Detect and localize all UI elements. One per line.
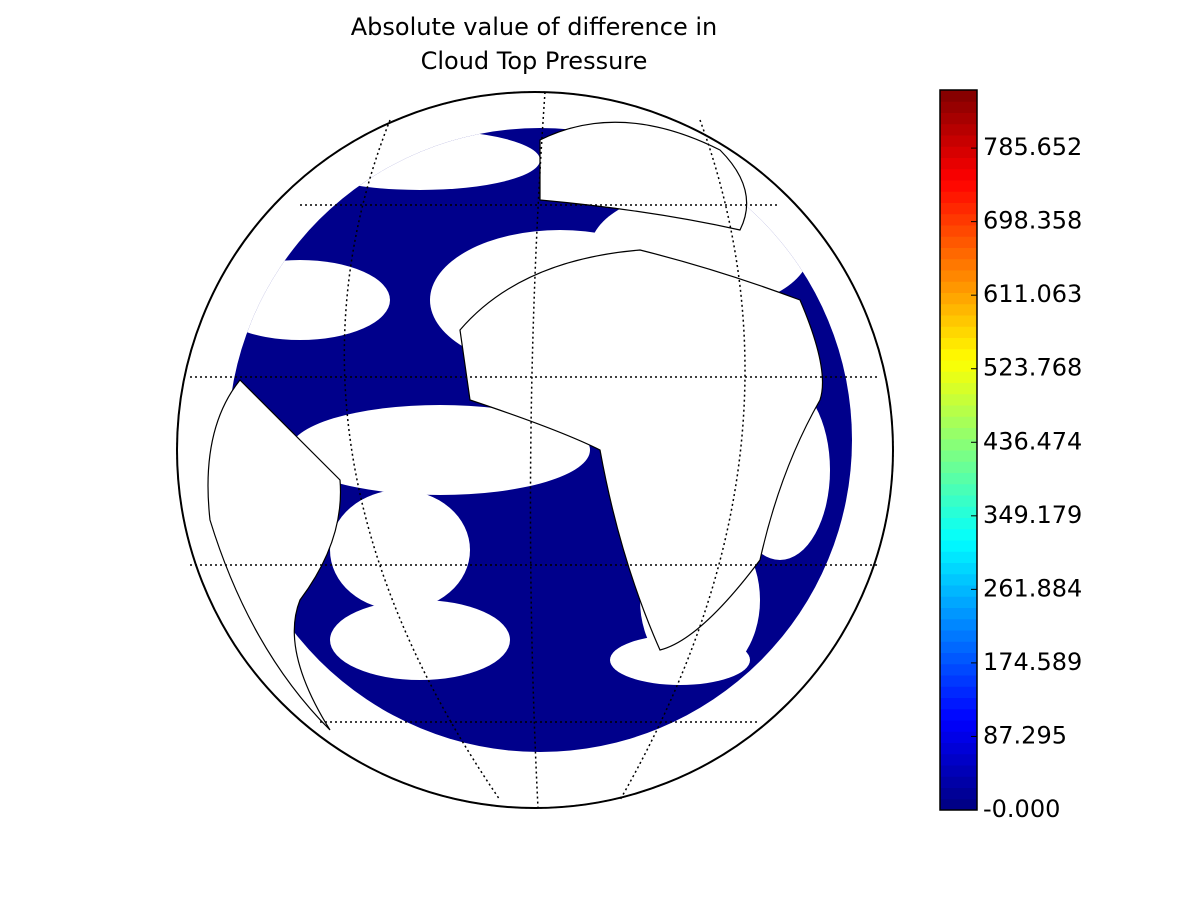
colorbar-band [940,641,977,653]
globe [176,91,894,809]
colorbar-band [940,630,977,642]
chart-title: Absolute value of difference in [351,13,717,41]
colorbar-tick-label: 698.358 [983,207,1082,235]
colorbar-band [940,168,977,181]
colorbar-band [940,202,977,215]
colorbar-band [940,292,977,305]
colorbar-tick-label: 785.652 [983,133,1082,161]
colorbar-band [940,472,977,485]
colorbar-band [940,405,977,417]
colorbar-band [940,123,977,136]
colorbar-band [940,135,977,147]
colorbar-band [940,675,977,687]
colorbar-band [940,495,977,507]
colorbar-band [940,461,977,473]
colorbar-band [940,708,977,721]
colorbar-band [940,506,977,518]
colorbar-tick-label: 611.063 [983,280,1082,308]
colorbar-band [940,697,977,710]
colorbar-tick-label: 436.474 [983,427,1082,455]
colorbar-band [940,573,977,586]
colorbar-band [940,90,977,102]
colorbar-band [940,427,977,440]
colorbar-band [940,618,977,631]
colorbar-band [940,765,977,777]
colorbar-band [940,753,977,766]
colorbar-tick-label: 87.295 [983,721,1067,749]
colorbar-band [940,517,977,530]
colorbar-band [940,371,977,383]
colorbar-tick-label: 174.589 [983,648,1082,676]
colorbar-band [940,776,977,788]
colorbar-band [940,382,977,395]
colorbar-band [940,540,977,552]
colorbar-band [940,686,977,698]
colorbar-band [940,303,977,316]
colorbar-band [940,360,977,372]
colorbar-band [940,146,977,158]
colorbar-band [940,551,977,563]
colorbar-band [940,562,977,575]
colorbar-band [940,213,977,226]
colorbar-band [940,663,977,676]
chart-title: Cloud Top Pressure [421,47,648,75]
colorbar-band [940,798,977,811]
colorbar-tick-label: 523.768 [983,354,1082,382]
colorbar-band [940,585,977,597]
colorbar-band [940,528,977,541]
colorbar-band [940,337,977,350]
colorbar-band [940,157,977,170]
colorbar-band [940,326,977,338]
colorbar-band [940,236,977,248]
colorbar-band [940,101,977,113]
colorbar-band [940,652,977,665]
colorbar-band [940,348,977,361]
colorbar-band [940,416,977,428]
colorbar-band [940,315,977,327]
colorbar-band [940,270,977,282]
colorbar-band [940,787,977,800]
colorbar-band [940,112,977,125]
colorbar-band [940,393,977,406]
colorbar-frame [939,89,978,811]
colorbar-band [940,731,977,743]
colorbar-band [940,438,977,451]
colorbar-band [940,281,977,293]
colorbar-band [940,258,977,271]
colorbar-band [940,247,977,260]
colorbar-band [940,225,977,237]
colorbar-band [940,607,977,620]
colorbar-band [940,720,977,732]
colorbar-band [940,450,977,462]
colorbar-tick-label: 261.884 [983,574,1082,602]
colorbar-band [940,180,977,192]
colorbar-tick-label: 349.179 [983,501,1082,529]
colorbar-tick-label: -0.000 [983,795,1060,823]
colorbar-band [940,596,977,608]
colorbar-band [940,742,977,755]
colorbar-band [940,483,977,496]
colorbar-band [940,191,977,203]
